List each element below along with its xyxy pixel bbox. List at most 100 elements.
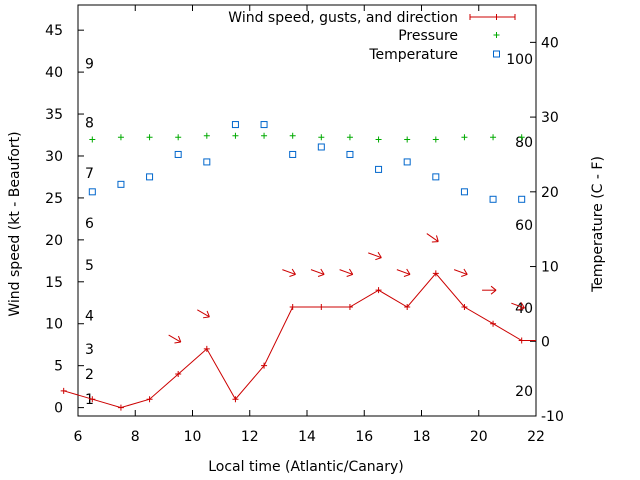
y2-axis-label: Temperature (C - F) bbox=[590, 156, 606, 293]
wind-arrow bbox=[168, 334, 182, 344]
y2-tick-label: 30 bbox=[541, 110, 559, 126]
pressure-point bbox=[432, 136, 439, 143]
temperature-point bbox=[117, 180, 125, 188]
temperature-point bbox=[174, 150, 182, 158]
wind-arrow bbox=[282, 268, 296, 277]
wind-arrow bbox=[339, 268, 354, 277]
pressure-point bbox=[461, 134, 468, 141]
wind-arrow bbox=[482, 285, 497, 295]
wind-arrow bbox=[310, 268, 325, 277]
y-tick-label: 40 bbox=[45, 65, 63, 81]
y-tick-label: 5 bbox=[54, 359, 63, 375]
wind-arrow-shaft bbox=[396, 269, 411, 275]
wind-arrow bbox=[453, 268, 468, 277]
legend-temperature-marker bbox=[493, 50, 500, 58]
wind-point bbox=[461, 303, 468, 310]
wind-arrow-head bbox=[289, 268, 296, 277]
x-tick-label: 12 bbox=[241, 429, 259, 445]
pressure-point bbox=[346, 134, 353, 141]
beaufort-label: 1 bbox=[85, 392, 94, 408]
temperature-point bbox=[432, 173, 440, 181]
wind-point bbox=[203, 345, 210, 352]
pressure-point bbox=[490, 134, 497, 141]
wind-point bbox=[60, 387, 67, 394]
y2-tick-label: 0 bbox=[541, 334, 550, 350]
wind-point bbox=[89, 396, 96, 403]
y2-tick-label: 40 bbox=[541, 35, 559, 51]
fahrenheit-label: 80 bbox=[515, 135, 533, 151]
x-tick-label: 18 bbox=[413, 429, 431, 445]
fahrenheit-label: 100 bbox=[506, 52, 533, 68]
wind-arrow-head bbox=[431, 235, 439, 243]
x-tick-label: 6 bbox=[74, 429, 83, 445]
wind-point bbox=[117, 404, 124, 411]
fahrenheit-label: 20 bbox=[515, 384, 533, 400]
temperature-point bbox=[260, 121, 268, 129]
fahrenheit-label: 60 bbox=[515, 218, 533, 234]
pressure-point bbox=[518, 134, 525, 141]
plot-frame bbox=[77, 4, 537, 417]
legend-label: Temperature bbox=[368, 47, 458, 63]
y-tick-label: 15 bbox=[45, 275, 63, 291]
plot-border bbox=[77, 4, 537, 417]
fahrenheit-label: 40 bbox=[515, 301, 533, 317]
temperature-point bbox=[518, 195, 526, 203]
beaufort-label: 3 bbox=[85, 342, 94, 358]
y-tick-label: 25 bbox=[45, 191, 63, 207]
wind-point bbox=[404, 303, 411, 310]
wind-arrow-shaft bbox=[168, 334, 182, 343]
y-tick-label: 30 bbox=[45, 149, 63, 165]
temperature-point bbox=[375, 165, 383, 173]
legend-pressure-marker bbox=[493, 32, 500, 38]
pressure-point bbox=[203, 132, 210, 139]
wind-point bbox=[518, 337, 525, 344]
wind-arrow-head bbox=[375, 251, 382, 261]
y-tick-label: 20 bbox=[45, 233, 63, 249]
temperature-point bbox=[489, 195, 497, 203]
legend: Wind speed, gusts, and direction Pressure… bbox=[228, 10, 516, 63]
wind-arrow bbox=[197, 309, 210, 319]
x-tick-label: 10 bbox=[184, 429, 202, 445]
wind-point bbox=[432, 270, 439, 277]
wind-point bbox=[289, 303, 296, 310]
y-tick-label: 35 bbox=[45, 107, 63, 123]
y-tick-label: 45 bbox=[45, 23, 63, 39]
wind-arrow-head bbox=[490, 285, 497, 295]
wind-point bbox=[490, 320, 497, 327]
axis-ticks: 6 8 10 12 14 16 18 20 22051015202530354045-10010… bbox=[45, 5, 564, 445]
pressure-point bbox=[318, 134, 325, 141]
wind-arrow-head bbox=[203, 310, 210, 319]
wind-arrow-head bbox=[346, 268, 354, 277]
wind-arrow bbox=[511, 302, 525, 311]
wind-point bbox=[346, 303, 353, 310]
x-axis-label: Local time (Atlantic/Canary) bbox=[208, 459, 404, 475]
pressure-point bbox=[375, 136, 382, 143]
temperature-point bbox=[403, 158, 411, 166]
beaufort-label: 8 bbox=[85, 115, 94, 131]
wind-point bbox=[375, 287, 382, 294]
temperature-point bbox=[317, 143, 325, 151]
wind-arrow-head bbox=[461, 268, 468, 277]
wind-point bbox=[261, 362, 268, 369]
x-tick-label: 22 bbox=[527, 429, 545, 445]
x-tick-label: 14 bbox=[298, 429, 316, 445]
wind-arrow bbox=[396, 268, 411, 277]
x-tick-label: 20 bbox=[470, 429, 488, 445]
temperature-point bbox=[88, 188, 96, 196]
temperature-point bbox=[203, 158, 211, 166]
y-axis-label: Wind speed (kt - Beaufort) bbox=[7, 131, 23, 316]
pressure-point bbox=[232, 132, 239, 139]
beaufort-label: 4 bbox=[85, 308, 94, 324]
wind-point bbox=[318, 303, 325, 310]
wind-arrow-shaft bbox=[453, 269, 468, 275]
beaufort-label: 7 bbox=[85, 166, 94, 182]
x-tick-label: 8 bbox=[131, 429, 140, 445]
wind-arrow-shaft bbox=[282, 269, 296, 275]
pressure-point bbox=[289, 132, 296, 139]
pressure-point bbox=[261, 132, 268, 139]
pressure-point bbox=[404, 136, 411, 143]
wind-point bbox=[146, 396, 153, 403]
beaufort-label: 2 bbox=[85, 367, 94, 383]
beaufort-label: 6 bbox=[85, 216, 94, 232]
